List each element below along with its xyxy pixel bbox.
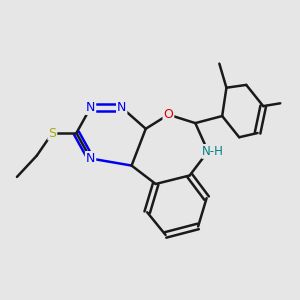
Text: N: N [117,101,126,114]
Text: O: O [164,108,173,121]
Text: N: N [86,101,95,114]
Text: N-H: N-H [202,145,224,158]
Text: S: S [48,127,56,140]
Text: N: N [86,152,95,165]
